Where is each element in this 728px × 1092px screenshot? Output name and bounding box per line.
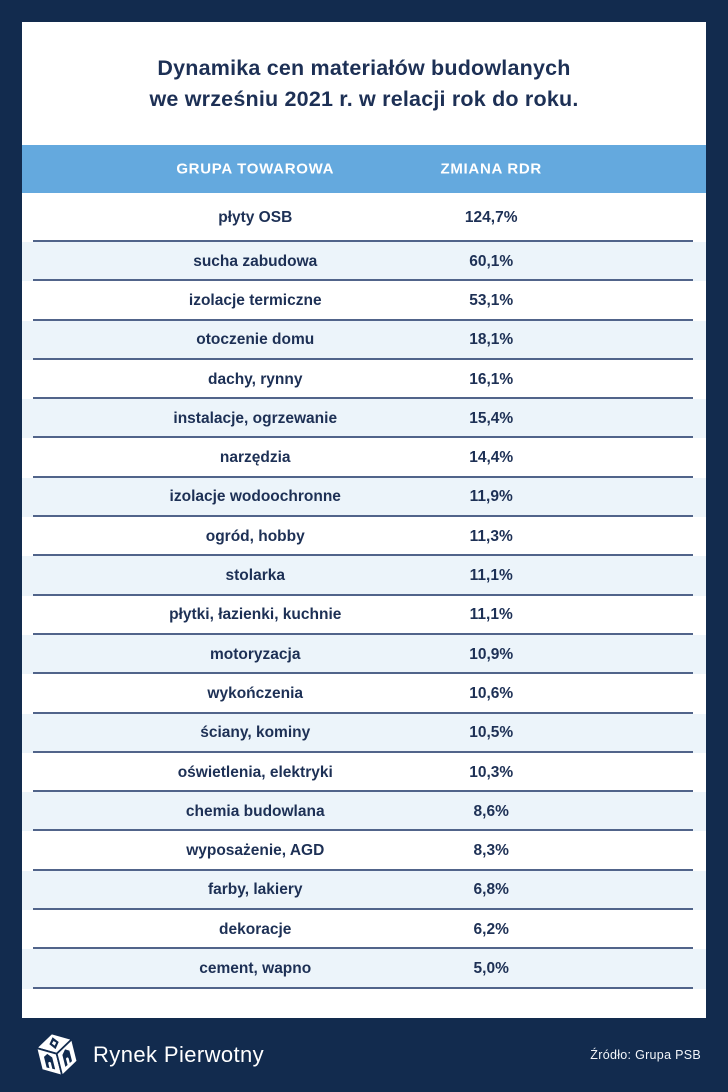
row-product-group: ogród, hobby — [205, 527, 305, 545]
row-yoy-change: 11,1% — [469, 606, 513, 624]
title-block: Dynamika cen materiałów budowlanych we w… — [22, 22, 706, 145]
row-yoy-change: 10,6% — [469, 684, 514, 702]
row-product-group: otoczenie domu — [196, 331, 315, 349]
column-header-yoy-change: ZMIANA RDR — [440, 160, 542, 178]
row-yoy-change: 6,2% — [473, 920, 509, 938]
row-product-group: wyposażenie, AGD — [186, 842, 325, 860]
row-product-group: wykończenia — [207, 684, 304, 702]
page-title-line-1: Dynamika cen materiałów budowlanych — [157, 56, 571, 80]
table-row: wykończenia 10,6% — [22, 674, 706, 714]
row-yoy-change: 8,3% — [473, 842, 509, 860]
table-row: otoczenie domu 18,1% — [22, 320, 706, 361]
table-row: dekoracje 6,2% — [22, 910, 706, 950]
row-yoy-change: 11,3% — [469, 527, 513, 545]
table-row: ogród, hobby 11,3% — [22, 517, 706, 557]
table-row: oświetlenia, elektryki 10,3% — [22, 752, 706, 793]
row-yoy-change: 6,8% — [473, 881, 509, 899]
row-yoy-change: 124,7% — [464, 208, 518, 226]
row-yoy-change: 11,1% — [469, 567, 513, 585]
table-row: płytki, łazienki, kuchnie 11,1% — [22, 595, 706, 636]
row-yoy-change: 8,6% — [473, 802, 509, 820]
table-row: chemia budowlana 8,6% — [22, 792, 706, 832]
source-credit: Źródło: Grupa PSB — [590, 1048, 701, 1062]
table-row: motoryzacja 10,9% — [22, 634, 706, 675]
table-row: dachy, rynny 16,1% — [22, 359, 706, 400]
table-row: izolacje wodoochronne 11,9% — [22, 477, 706, 518]
table-row: farby, lakiery 6,8% — [22, 870, 706, 911]
content-card: Dynamika cen materiałów budowlanych we w… — [22, 22, 706, 1018]
table-row: wyposażenie, AGD 8,3% — [22, 831, 706, 872]
row-yoy-change: 11,9% — [469, 488, 513, 506]
row-product-group: motoryzacja — [210, 645, 301, 663]
row-product-group: oświetlenia, elektryki — [177, 763, 333, 781]
table-row: płyty OSB 124,7% — [22, 193, 706, 242]
table-row: instalacje, ogrzewanie 15,4% — [22, 399, 706, 439]
row-yoy-change: 14,4% — [469, 449, 514, 467]
row-product-group: dachy, rynny — [208, 370, 303, 388]
brand-logo: Rynek Pierwotny — [34, 1031, 264, 1079]
column-header-product-group: GRUPA TOWAROWA — [176, 160, 335, 178]
row-product-group: narzędzia — [219, 449, 291, 467]
row-product-group: sucha zabudowa — [193, 252, 318, 270]
table-row: izolacje termiczne 53,1% — [22, 281, 706, 321]
row-product-group: farby, lakiery — [207, 881, 303, 899]
row-yoy-change: 15,4% — [469, 409, 514, 427]
row-product-group: izolacje wodoochronne — [169, 488, 341, 506]
row-product-group: płytki, łazienki, kuchnie — [169, 606, 342, 624]
row-yoy-change: 16,1% — [469, 370, 514, 388]
row-product-group: płyty OSB — [218, 208, 293, 226]
table-row: ściany, kominy 10,5% — [22, 713, 706, 754]
row-product-group: izolacje termiczne — [188, 291, 322, 309]
row-product-group: instalacje, ogrzewanie — [173, 409, 338, 427]
row-yoy-change: 5,0% — [473, 959, 509, 977]
brand-name: Rynek Pierwotny — [93, 1042, 265, 1067]
table-header-row: GRUPA TOWAROWA ZMIANA RDR — [22, 145, 706, 193]
row-yoy-change: 18,1% — [469, 331, 514, 349]
row-product-group: ściany, kominy — [200, 724, 311, 742]
footer-bar: Rynek Pierwotny Źródło: Grupa PSB — [0, 1018, 728, 1092]
table-body: płyty OSB 124,7% sucha zabudowa 60,1% izolac… — [22, 193, 706, 989]
page-title-line-2: we wrześniu 2021 r. w relacji rok do rok… — [149, 87, 579, 111]
row-product-group: cement, wapno — [199, 959, 312, 977]
row-yoy-change: 60,1% — [469, 252, 514, 270]
row-product-group: dekoracje — [219, 920, 292, 938]
row-product-group: chemia budowlana — [185, 802, 325, 820]
row-yoy-change: 10,5% — [469, 724, 514, 742]
table-row: cement, wapno 5,0% — [22, 949, 706, 989]
row-yoy-change: 53,1% — [469, 291, 514, 309]
row-yoy-change: 10,3% — [469, 763, 514, 781]
table-row: sucha zabudowa 60,1% — [22, 242, 706, 282]
row-yoy-change: 10,9% — [469, 645, 514, 663]
table-row: stolarka 11,1% — [22, 556, 706, 596]
cube-house-logo-icon — [34, 1032, 79, 1078]
row-product-group: stolarka — [225, 567, 285, 585]
table-row: narzędzia 14,4% — [22, 438, 706, 479]
